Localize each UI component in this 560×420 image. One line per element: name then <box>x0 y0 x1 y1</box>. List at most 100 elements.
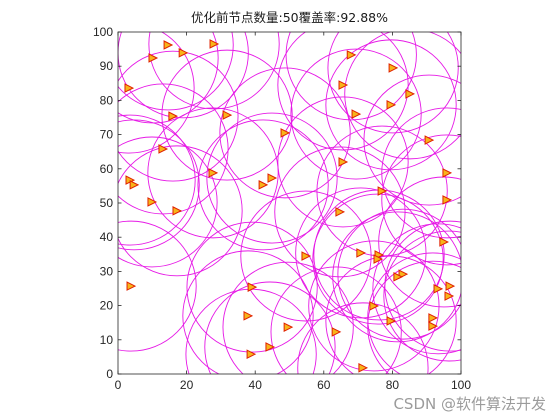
sensor-node-marker <box>247 282 258 292</box>
coverage-circle <box>118 145 243 277</box>
y-tick-label: 60 <box>100 162 114 176</box>
sensor-node-marker <box>445 281 456 291</box>
coverage-circle <box>325 255 457 374</box>
coverage-circle <box>325 39 457 171</box>
coverage-circle <box>383 230 461 362</box>
coverage-circle <box>240 190 372 322</box>
sensor-node-marker <box>124 83 135 93</box>
sensor-node-marker <box>356 248 366 258</box>
sensor-node-marker <box>338 157 349 167</box>
coverage-circle <box>118 50 239 182</box>
y-tick-label: 20 <box>100 299 114 313</box>
sensor-node-marker <box>386 316 397 326</box>
y-axis: 0 10 20 30 40 50 60 70 80 90 100 <box>93 25 461 381</box>
sensor-node-marker <box>346 50 357 60</box>
sensor-node-marker <box>331 327 342 337</box>
y-tick-label: 100 <box>93 25 113 39</box>
y-tick-label: 40 <box>100 230 114 244</box>
y-tick-label: 90 <box>100 59 114 73</box>
coverage-circle <box>118 32 195 154</box>
node-markers <box>124 39 456 373</box>
coverage-circle <box>381 107 461 239</box>
sensor-node-marker <box>301 251 312 261</box>
coverage-circle <box>161 49 293 181</box>
sensor-node-marker <box>222 110 233 120</box>
sensor-node-marker <box>258 180 269 190</box>
coverage-circle <box>118 32 234 111</box>
sensor-node-marker <box>243 311 254 321</box>
sensor-node-marker <box>388 63 399 73</box>
y-tick-label: 70 <box>100 128 114 142</box>
x-tick-label: 60 <box>317 378 331 392</box>
y-tick-label: 10 <box>100 333 114 347</box>
sensor-node-marker <box>246 349 257 359</box>
coverage-circle <box>118 114 196 246</box>
sensor-node-marker <box>405 89 416 99</box>
x-tick-label: 0 <box>115 378 122 392</box>
coverage-circle <box>118 32 249 119</box>
x-tick-label: 100 <box>451 378 471 392</box>
coverage-circle <box>277 96 409 228</box>
coverage-circle <box>204 281 336 374</box>
sensor-node-marker <box>377 186 388 196</box>
y-tick-label: 0 <box>106 367 113 381</box>
sensor-node-marker <box>444 291 455 301</box>
coverage-circle <box>337 208 461 340</box>
coverage-circle <box>118 136 218 268</box>
y-tick-label: 50 <box>100 196 114 210</box>
coverage-circle <box>344 32 461 160</box>
sensor-node-marker <box>178 48 189 58</box>
sensor-node-marker <box>335 207 346 217</box>
sensor-node-marker <box>158 144 169 154</box>
y-tick-label: 80 <box>100 93 114 107</box>
coverage-circle <box>147 107 279 239</box>
coverage-circle <box>197 119 329 251</box>
x-tick-label: 80 <box>386 378 400 392</box>
x-tick-label: 40 <box>249 378 263 392</box>
coverage-circle <box>290 48 422 180</box>
sensor-node-marker <box>265 342 276 352</box>
sensor-node-marker <box>351 109 362 119</box>
sensor-node-marker <box>393 272 404 282</box>
sensor-node-marker <box>428 313 438 323</box>
coverage-circle <box>118 32 219 124</box>
watermark: CSDN @软件算法开发 <box>393 395 546 413</box>
coverage-circle <box>367 260 461 374</box>
coverage-circle <box>367 252 461 374</box>
coverage-circle <box>182 250 314 374</box>
coverage-circle <box>297 302 429 374</box>
sensor-node-marker <box>208 168 219 178</box>
sensor-node-marker <box>433 284 444 294</box>
sensor-node-marker <box>283 322 294 332</box>
sensor-node-marker <box>172 206 183 216</box>
sensor-node-marker <box>442 195 453 205</box>
x-axis: 0 20 40 60 80 100 <box>115 32 471 392</box>
sensor-node-marker <box>358 363 369 373</box>
coverage-circle <box>363 74 461 206</box>
coverage-circle <box>378 176 461 308</box>
coverage-circle <box>327 32 459 134</box>
coverage-circle <box>118 119 200 251</box>
sensor-node-marker <box>168 111 178 121</box>
coverage-circles <box>118 32 461 374</box>
coverage-circle <box>206 112 338 244</box>
coverage-circle <box>270 266 402 374</box>
coverage-circle <box>308 240 440 372</box>
sensor-node-marker <box>428 321 438 331</box>
coverage-circle <box>118 220 197 352</box>
sensor-node-marker <box>369 301 379 311</box>
coverage-circle <box>381 134 461 266</box>
coverage-circle <box>222 261 354 374</box>
coverage-circle <box>372 223 461 355</box>
coverage-circle <box>332 211 461 343</box>
sensor-node-marker <box>424 135 435 145</box>
sensor-node-marker <box>148 53 159 63</box>
sensor-node-marker <box>163 40 174 50</box>
sensor-node-marker <box>129 180 140 190</box>
sensor-node-marker <box>280 128 291 138</box>
sensor-node-marker <box>209 39 220 49</box>
x-tick-label: 20 <box>180 378 194 392</box>
sensor-node-marker <box>267 173 278 183</box>
coverage-circle <box>285 32 417 121</box>
